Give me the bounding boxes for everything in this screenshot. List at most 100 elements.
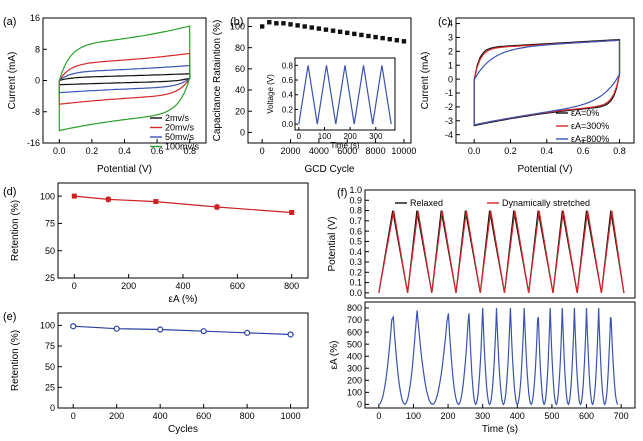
data-point	[71, 193, 77, 199]
x-tick-label: 0	[71, 411, 76, 421]
y-tick-label: 0	[240, 128, 245, 138]
x-tick-label: 2000	[281, 146, 301, 156]
data-point	[267, 20, 272, 25]
x-axis-label: Cycles	[168, 424, 198, 435]
data-point	[373, 34, 378, 40]
y-axis-label: Current (mA)	[7, 52, 18, 110]
y-axis-label: Current (mA)	[420, 52, 431, 110]
retention-line	[73, 325, 291, 336]
x-tick-label: 6000	[337, 146, 357, 156]
legend-label: εA=300%	[571, 121, 609, 131]
y-axis-label: Potential (V)	[327, 216, 338, 271]
x-tick-label: 800	[240, 411, 255, 421]
x-tick-label: 0.8	[183, 146, 196, 156]
x-tick-label: 0.6	[151, 146, 164, 156]
y-tick-label: 0	[35, 76, 40, 86]
cv-loop-20mv/s	[58, 52, 191, 105]
y-tick-label: -3	[445, 116, 453, 126]
data-point	[214, 204, 220, 210]
y-tick-label: 100	[40, 191, 55, 201]
y-tick-label: 0.3	[349, 257, 362, 267]
panel-a: 0.0 0.2 0.4 0.6 0.8 -16 -8 0 8 16 2mv/s20mv/s50mv/…	[27, 13, 207, 156]
data-point	[287, 331, 294, 338]
y-tick-label: 80	[235, 43, 245, 53]
data-point	[157, 326, 164, 333]
y-tick-label: 400	[347, 351, 362, 361]
data-point	[309, 25, 314, 30]
x-tick-label: 10000	[391, 146, 416, 156]
data-point	[366, 33, 371, 39]
inset-y-tick-label: 0.8	[282, 61, 294, 70]
data-point	[359, 32, 364, 38]
x-axis-label: Time (s)	[482, 424, 518, 435]
x-tick-label: 400	[175, 281, 190, 291]
x-tick-label: 400	[510, 411, 525, 421]
inset-y-label: Voltage (V)	[266, 74, 275, 114]
x-tick-label: 600	[196, 411, 211, 421]
x-tick-label: 1000	[281, 411, 301, 421]
x-tick-label: 600	[230, 281, 245, 291]
y-tick-label: 75	[45, 341, 55, 351]
x-axis-label: Potential (V)	[97, 164, 152, 175]
data-point	[337, 29, 343, 34]
x-tick-label: 4000	[309, 146, 329, 156]
inset-y-tick-label: 0.0	[282, 120, 294, 129]
figure-root: 0.0 0.2 0.4 0.6 0.8 -16 -8 0 8 16 2mv/s20mv/s50mv/…	[3, 13, 636, 435]
legend-label: εA=0%	[571, 108, 599, 118]
inset-y-tick-label: 0.6	[282, 76, 294, 85]
y-axis-label: Retention (%)	[10, 330, 21, 391]
panel-c-frame	[455, 17, 635, 144]
data-point	[200, 328, 207, 335]
y-tick-label: 4	[448, 19, 453, 29]
y-tick-label: 40	[235, 85, 245, 95]
x-tick-label: 500	[544, 411, 559, 421]
x-tick-label: 0	[72, 281, 77, 291]
data-point	[288, 22, 293, 27]
cv-loop-2mv/s	[58, 73, 191, 86]
y-tick-label: 60	[235, 64, 245, 74]
inset-x-label: Time (s)	[330, 141, 359, 150]
panel-label: (d)	[3, 186, 16, 198]
y-tick-label: 25	[45, 273, 55, 283]
panel-f-upper-frame	[364, 189, 636, 299]
x-tick-label: 200	[109, 411, 124, 421]
y-tick-label: 50	[45, 246, 55, 256]
legend-label: Dynamically stretched	[502, 198, 590, 208]
y-tick-label: 20	[235, 106, 245, 116]
panel-label: (e)	[3, 311, 16, 323]
y-tick-label: 1	[448, 60, 453, 70]
cv-loop	[473, 39, 621, 126]
y-tick-label: 700	[347, 315, 362, 325]
inset-x-tick-label: 200	[343, 132, 357, 141]
data-point	[330, 28, 336, 33]
data-point	[105, 196, 111, 202]
x-tick-label: 0.2	[504, 146, 517, 156]
x-tick-label: 0.6	[577, 146, 590, 156]
data-point	[259, 24, 265, 29]
data-point	[345, 30, 350, 36]
y-tick-label: -2	[445, 102, 453, 112]
panel-label: (c)	[438, 16, 451, 28]
data-point	[401, 39, 407, 44]
x-tick-label: 800	[284, 281, 299, 291]
inset-y-tick-label: 0.4	[282, 91, 294, 100]
y-tick-label: 0.9	[349, 195, 362, 205]
x-tick-label: 200	[121, 281, 136, 291]
y-tick-label: 0	[357, 400, 362, 410]
cv-loop-50mv/s	[58, 64, 191, 94]
y-tick-label: 8	[35, 44, 40, 54]
cv-loop-100mv/s	[58, 25, 191, 132]
y-tick-label: 0.0	[349, 288, 362, 298]
y-tick-label: 100	[230, 22, 245, 32]
x-tick-label: 0	[260, 146, 265, 156]
data-point	[352, 31, 357, 37]
legend-label: 100mv/s	[165, 142, 200, 152]
panel-e: 0 200 400 600 800 1000 0 25 50 75 100	[40, 312, 309, 421]
y-tick-label: 100	[347, 387, 362, 397]
y-tick-label: 0	[50, 403, 55, 413]
x-tick-label: 400	[153, 411, 168, 421]
x-axis-label: Potential (V)	[517, 164, 572, 175]
legend-label: Relaxed	[410, 198, 443, 208]
panel-d: 0 200 400 600 800 25 50 75 100	[40, 182, 309, 291]
